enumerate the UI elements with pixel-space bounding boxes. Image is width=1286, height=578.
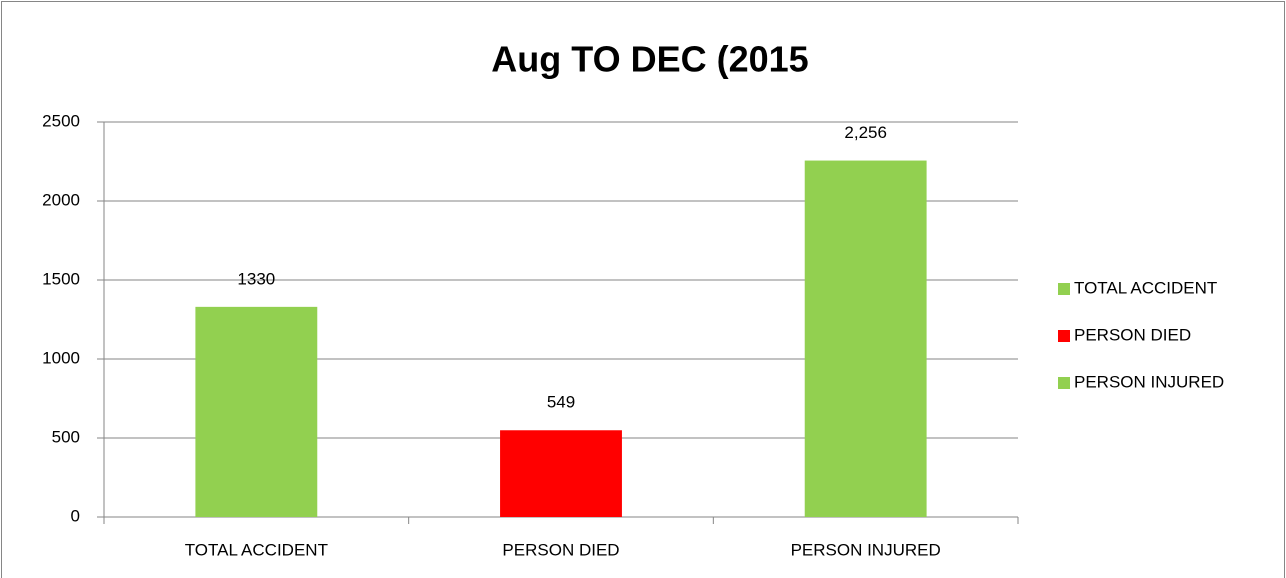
x-tick-label: PERSON INJURED <box>791 540 941 559</box>
legend-swatch <box>1058 283 1070 295</box>
data-label: 549 <box>547 393 575 412</box>
legend-swatch <box>1058 330 1070 342</box>
bar <box>195 306 318 517</box>
chart-title: Aug TO DEC (2015 <box>491 39 808 80</box>
legend-label: TOTAL ACCIDENT <box>1074 278 1217 297</box>
y-tick-label: 0 <box>71 506 80 525</box>
y-tick-label: 2500 <box>42 111 80 130</box>
y-tick-label: 1500 <box>42 269 80 288</box>
x-tick-label: PERSON DIED <box>502 540 619 559</box>
bar <box>500 430 622 517</box>
y-tick-label: 2000 <box>42 190 80 209</box>
legend-swatch <box>1058 377 1070 389</box>
y-tick-label: 500 <box>52 427 80 446</box>
x-tick-label: TOTAL ACCIDENT <box>185 540 328 559</box>
data-label: 2,256 <box>844 123 887 142</box>
legend-label: PERSON DIED <box>1074 325 1191 344</box>
data-label: 1330 <box>237 269 275 288</box>
bar <box>804 160 927 517</box>
y-tick-label: 1000 <box>42 348 80 367</box>
legend-label: PERSON INJURED <box>1074 372 1224 391</box>
